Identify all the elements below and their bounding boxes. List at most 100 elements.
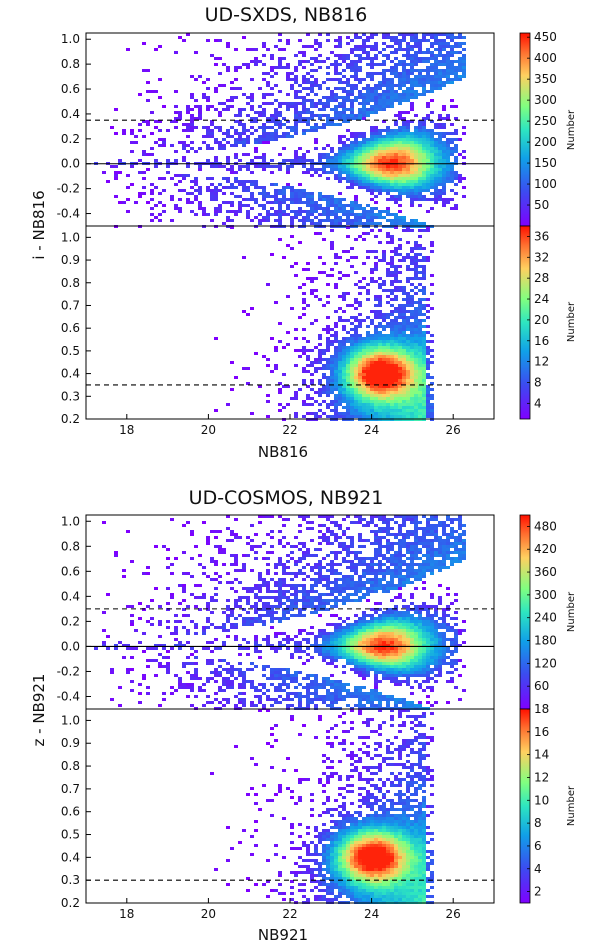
heatmap-cell xyxy=(226,629,230,632)
heatmap-cell xyxy=(302,605,306,608)
heatmap-cell xyxy=(398,403,402,406)
heatmap-cell xyxy=(410,412,414,415)
heatmap-cell xyxy=(190,117,194,120)
heatmap-cell xyxy=(214,192,218,195)
heatmap-cell xyxy=(386,219,390,222)
heatmap-cell xyxy=(254,617,258,620)
heatmap-cell xyxy=(422,361,426,364)
heatmap-cell xyxy=(146,90,150,93)
heatmap-cell xyxy=(418,331,422,334)
heatmap-cell xyxy=(386,159,390,162)
heatmap-cell xyxy=(354,138,358,141)
heatmap-cell xyxy=(354,301,358,304)
heatmap-cell xyxy=(338,689,342,692)
heatmap-cell xyxy=(330,515,334,518)
heatmap-cell xyxy=(254,183,258,186)
heatmap-cell xyxy=(394,96,398,99)
heatmap-cell xyxy=(346,346,350,349)
heatmap-cell xyxy=(286,605,290,608)
heatmap-cell xyxy=(306,99,310,102)
heatmap-cell xyxy=(358,159,362,162)
heatmap-cell xyxy=(238,66,242,69)
heatmap-cell xyxy=(298,120,302,123)
heatmap-cell xyxy=(226,662,230,665)
heatmap-cell xyxy=(198,117,202,120)
heatmap-cell xyxy=(202,626,206,629)
heatmap-cell xyxy=(426,168,430,171)
heatmap-cell xyxy=(390,349,394,352)
heatmap-cell xyxy=(282,102,286,105)
heatmap-cell xyxy=(386,156,390,159)
heatmap-cell xyxy=(398,334,402,337)
heatmap-cell xyxy=(390,144,394,147)
heatmap-cell xyxy=(414,385,418,388)
heatmap-cell xyxy=(398,129,402,132)
heatmap-cell xyxy=(390,141,394,144)
heatmap-cell xyxy=(158,620,162,623)
heatmap-cell xyxy=(266,135,270,138)
heatmap-cell xyxy=(374,201,378,204)
heatmap-cell xyxy=(450,45,454,48)
heatmap-cell xyxy=(394,334,398,337)
heatmap-cell xyxy=(326,123,330,126)
heatmap-cell xyxy=(270,165,274,168)
heatmap-cell xyxy=(410,385,414,388)
heatmap-cell xyxy=(374,397,378,400)
heatmap-cell xyxy=(330,364,334,367)
heatmap-cell xyxy=(282,677,286,680)
heatmap-cell xyxy=(218,144,222,147)
heatmap-cell xyxy=(450,180,454,183)
heatmap-cell xyxy=(434,168,438,171)
heatmap-cell xyxy=(390,346,394,349)
heatmap-cell xyxy=(310,379,314,382)
heatmap-cell xyxy=(354,96,358,99)
heatmap-cell xyxy=(298,39,302,42)
heatmap-cell xyxy=(314,277,318,280)
heatmap-cell xyxy=(358,406,362,409)
heatmap-cell xyxy=(410,102,414,105)
heatmap-cell xyxy=(398,186,402,189)
heatmap-cell xyxy=(358,90,362,93)
heatmap-cell xyxy=(382,120,386,123)
heatmap-cell xyxy=(414,373,418,376)
heatmap-cell xyxy=(278,216,282,219)
heatmap-cell xyxy=(342,575,346,578)
heatmap-cell xyxy=(394,379,398,382)
heatmap-cell xyxy=(334,689,338,692)
heatmap-cell xyxy=(434,147,438,150)
heatmap-cell xyxy=(358,57,362,60)
heatmap-cell xyxy=(330,572,334,575)
heatmap-cell xyxy=(294,647,298,650)
heatmap-cell xyxy=(438,195,442,198)
heatmap-cell xyxy=(286,590,290,593)
heatmap-cell xyxy=(222,63,226,66)
heatmap-cell xyxy=(106,647,110,650)
heatmap-cell xyxy=(326,165,330,168)
heatmap-cell xyxy=(454,69,458,72)
heatmap-cell xyxy=(410,177,414,180)
heatmap-cell xyxy=(194,545,198,548)
heatmap-cell xyxy=(210,105,214,108)
heatmap-cell xyxy=(426,105,430,108)
heatmap-cell xyxy=(126,605,130,608)
heatmap-cell xyxy=(182,644,186,647)
heatmap-cell xyxy=(422,358,426,361)
heatmap-cell xyxy=(286,647,290,650)
heatmap-cell xyxy=(362,222,366,225)
heatmap-cell xyxy=(234,563,238,566)
heatmap-cell xyxy=(302,75,306,78)
heatmap-cell xyxy=(282,201,286,204)
heatmap-cell xyxy=(426,331,430,334)
heatmap-cell xyxy=(406,69,410,72)
heatmap-cell xyxy=(402,373,406,376)
heatmap-cell xyxy=(334,96,338,99)
heatmap-cell xyxy=(378,361,382,364)
heatmap-cell xyxy=(142,608,146,611)
heatmap-cell xyxy=(354,686,358,689)
heatmap-cell xyxy=(338,379,342,382)
heatmap-cell xyxy=(402,192,406,195)
heatmap-cell xyxy=(270,578,274,581)
heatmap-cell xyxy=(334,551,338,554)
heatmap-cell xyxy=(358,319,362,322)
heatmap-cell xyxy=(454,117,458,120)
